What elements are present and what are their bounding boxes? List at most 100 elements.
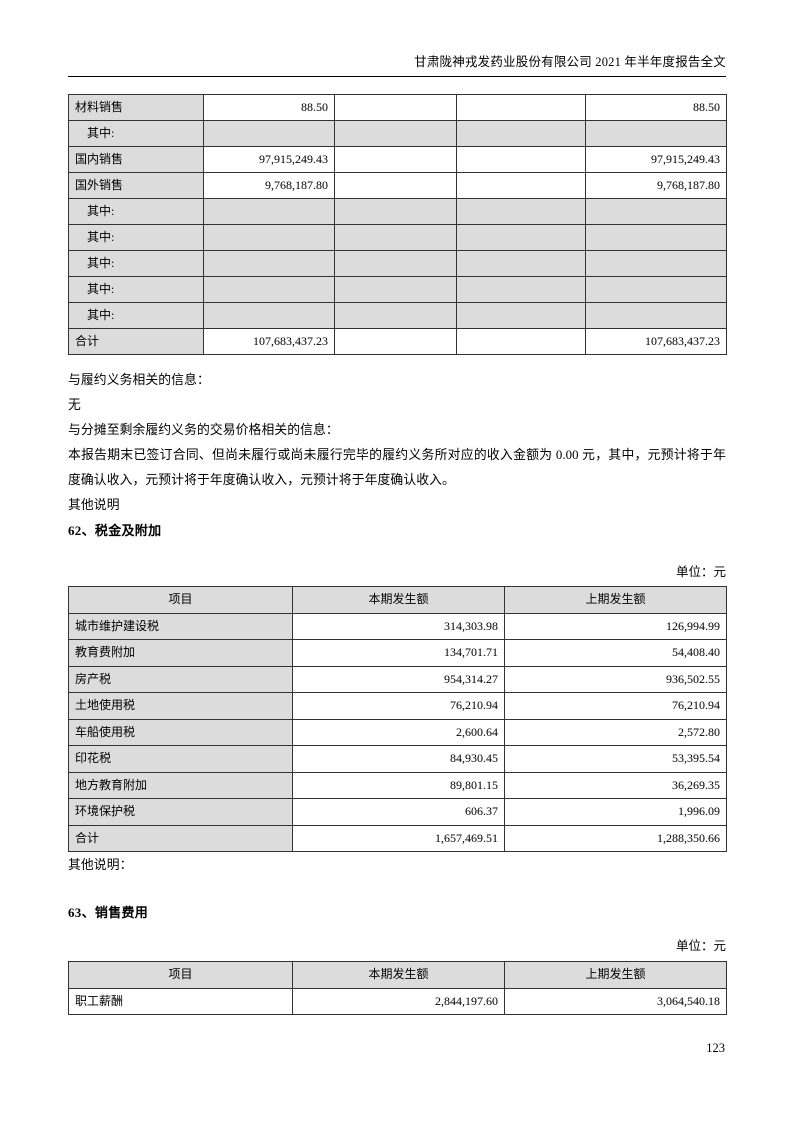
row-label: 其中: [68,224,204,251]
row-value [203,276,335,303]
table-row: 房产税 954,314.27 936,502.55 [68,665,727,693]
row-value [456,120,586,147]
row-label: 国内销售 [68,146,204,173]
page-running-header: 甘肃陇神戎发药业股份有限公司 2021 年半年度报告全文 [414,55,726,69]
row-value [456,146,586,173]
row-value [585,198,727,225]
row-value [585,276,727,303]
row-value: 107,683,437.23 [203,328,335,355]
row-value [585,120,727,147]
row-value [585,250,727,277]
row-value-previous: 1,288,350.66 [504,824,727,852]
row-value [334,250,457,277]
row-value [456,276,586,303]
row-label: 其中: [68,120,204,147]
table-row: 合计 1,657,469.51 1,288,350.66 [68,824,727,852]
row-label: 环境保护税 [68,798,293,826]
row-value-previous: 936,502.55 [504,665,727,693]
row-value: 88.50 [203,94,335,121]
row-value [456,224,586,251]
row-value [334,172,457,199]
table-row: 土地使用税 76,210.94 76,210.94 [68,692,727,720]
revenue-breakdown-table: 材料销售 88.50 88.50 其中: 国内销售 97,915,249.43 97,915… [68,94,727,355]
row-value [334,146,457,173]
row-label: 印花税 [68,745,293,773]
row-value-current: 2,600.64 [292,718,505,746]
table-row: 其中: [68,276,727,303]
row-value-current: 1,657,469.51 [292,824,505,852]
row-value [334,224,457,251]
note-line-1: 与履约义务相关的信息： [68,373,210,387]
row-value: 9,768,187.80 [585,172,727,199]
table-row: 其中: [68,302,727,329]
row-value-previous: 1,996.09 [504,798,727,826]
taxes-table-head: 项目 本期发生额 上期发生额 [68,586,727,614]
section-63-unit-label: 单位：元 [675,939,726,953]
row-value: 97,915,249.43 [585,146,727,173]
row-value [456,302,586,329]
table-row: 国外销售 9,768,187.80 9,768,187.80 [68,172,727,199]
note-line-3: 与分摊至剩余履约义务的交易价格相关的信息： [68,423,339,437]
row-value-previous: 53,395.54 [504,745,727,773]
section-63-heading: 63、销售费用 [68,905,149,920]
row-value-previous: 76,210.94 [504,692,727,720]
row-value-current: 84,930.45 [292,745,505,773]
section-62-unit-label: 单位：元 [675,565,726,579]
table-row: 其中: [68,120,727,147]
row-value [456,198,586,225]
row-value: 9,768,187.80 [203,172,335,199]
taxes-and-surcharges-table: 项目 本期发生额 上期发生额 城市维护建设税 314,303.98 126,994.… [68,586,727,852]
row-value [203,224,335,251]
table-row: 其中: [68,198,727,225]
row-value-previous: 54,408.40 [504,639,727,667]
row-value-current: 954,314.27 [292,665,505,693]
table-row: 职工薪酬 2,844,197.60 3,064,540.18 [68,987,727,1015]
row-value-current: 76,210.94 [292,692,505,720]
column-header-item: 项目 [68,961,293,989]
column-header-current-period: 本期发生额 [292,586,505,614]
row-value-current: 89,801.15 [292,771,505,799]
row-label: 房产税 [68,665,293,693]
performance-obligation-notes: 与履约义务相关的信息： 无 与分摊至剩余履约义务的交易价格相关的信息： 本报告期… [68,368,726,518]
table-row: 车船使用税 2,600.64 2,572.80 [68,718,727,746]
row-value [203,250,335,277]
row-value [585,302,727,329]
row-value [456,250,586,277]
selling-table-body: 职工薪酬 2,844,197.60 3,064,540.18 [68,987,727,1015]
row-label: 合计 [68,824,293,852]
table-row: 国内销售 97,915,249.43 97,915,249.43 [68,146,727,173]
row-value [334,94,457,121]
row-label: 其中: [68,302,204,329]
row-value [203,198,335,225]
row-label: 其中: [68,276,204,303]
revenue-table-body: 材料销售 88.50 88.50 其中: 国内销售 97,915,249.43 97,915… [68,94,727,355]
table-header-row: 项目 本期发生额 上期发生额 [68,961,727,989]
row-label: 车船使用税 [68,718,293,746]
section-62-other-note: 其他说明： [68,858,133,872]
table-row: 地方教育附加 89,801.15 36,269.35 [68,771,727,799]
table-row: 其中: [68,224,727,251]
row-label: 国外销售 [68,172,204,199]
row-value-current: 134,701.71 [292,639,505,667]
note-line-5: 其他说明 [68,498,120,512]
row-value [334,120,457,147]
selling-expenses-table: 项目 本期发生额 上期发生额 职工薪酬 2,844,197.60 3,064,540… [68,961,727,1015]
table-header-row: 项目 本期发生额 上期发生额 [68,586,727,614]
row-label: 地方教育附加 [68,771,293,799]
row-value [203,302,335,329]
row-value [203,120,335,147]
row-value [334,328,457,355]
row-value: 107,683,437.23 [585,328,727,355]
row-value [456,172,586,199]
note-line-2: 无 [68,398,81,412]
row-value-previous: 3,064,540.18 [504,987,727,1015]
table-row: 环境保护税 606.37 1,996.09 [68,798,727,826]
row-label: 合计 [68,328,204,355]
column-header-current-period: 本期发生额 [292,961,505,989]
table-row: 其中: [68,250,727,277]
row-label: 材料销售 [68,94,204,121]
row-value [585,224,727,251]
row-label: 其中: [68,250,204,277]
row-value: 88.50 [585,94,727,121]
